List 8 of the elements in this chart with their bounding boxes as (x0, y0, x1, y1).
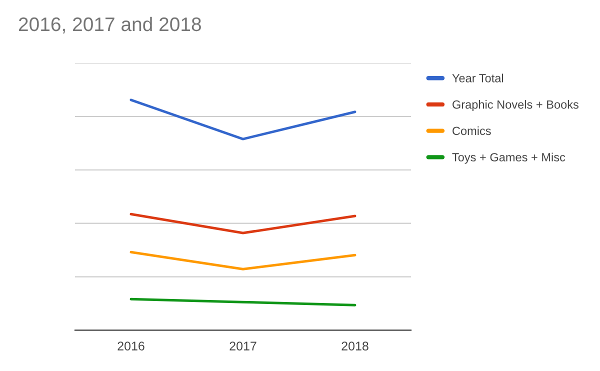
x-tick-label: 2016 (118, 342, 144, 350)
chart-title: 2016, 2017 and 2018 (18, 16, 201, 34)
x-tick-label: 2018 (342, 342, 368, 350)
legend-label: Toys + Games + Misc (452, 152, 566, 164)
x-tick-label: 2017 (230, 342, 256, 350)
legend-label: Comics (452, 126, 491, 136)
legend-label: Year Total (452, 74, 504, 82)
legend-label: Graphic Novels + Books (452, 100, 578, 112)
